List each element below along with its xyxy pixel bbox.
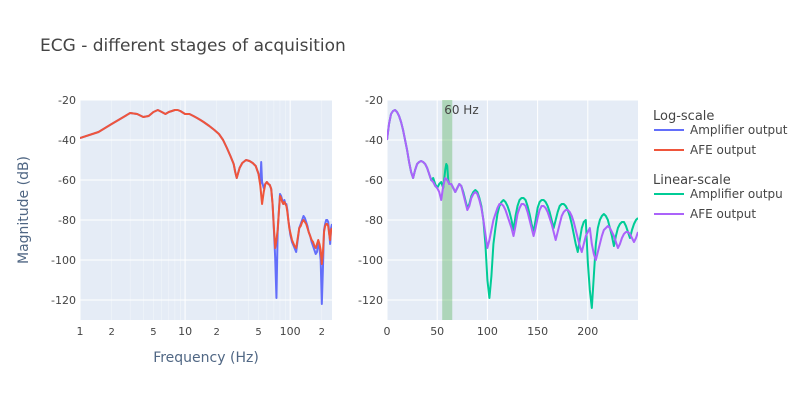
y-tick-label: -40 <box>58 134 76 147</box>
legend-group-title: Linear-scale <box>653 173 731 188</box>
subplot-log-scale: -20 -40 -60 -80 -100 -120 1 2 5 10 2 5 100 2 <box>51 94 332 338</box>
legend-label: AFE output <box>690 207 756 221</box>
y-tick-label: -60 <box>58 174 76 187</box>
x-tick-label: 2 <box>214 327 220 338</box>
linear-series-1 <box>387 109 638 261</box>
plot-area-right <box>387 100 638 320</box>
band-60hz <box>442 100 453 320</box>
legend-label: AFE output <box>690 143 756 157</box>
y-tick-label: -20 <box>58 94 76 107</box>
x-tick-label: 5 <box>150 327 156 338</box>
chart-title: ECG - different stages of acquisition <box>40 36 346 56</box>
x-tick-label: 1 <box>77 325 84 338</box>
x-tick-label: 100 <box>280 325 301 338</box>
y-tick-label: -80 <box>365 214 383 227</box>
grid-right <box>386 99 638 320</box>
x-ticks-right: 0 50 100 150 200 <box>384 325 599 338</box>
y-ticks-left: -20 -40 -60 -80 -100 -120 <box>51 94 76 307</box>
x-tick-label: 10 <box>178 325 192 338</box>
y-tick-label: -120 <box>358 294 383 307</box>
x-tick-label: 100 <box>477 325 498 338</box>
x-axis-title: Frequency (Hz) <box>153 350 259 366</box>
legend-item[interactable]: Amplifier output <box>654 123 788 137</box>
legend-group-title: Log-scale <box>653 109 714 124</box>
legend-item[interactable]: AFE output <box>654 207 756 221</box>
y-tick-label: -60 <box>365 174 383 187</box>
y-tick-label: -100 <box>51 254 76 267</box>
series-group-right <box>387 109 638 309</box>
annotation-60hz: 60 Hz <box>444 103 478 117</box>
x-tick-label: 2 <box>108 327 114 338</box>
subplot-linear-scale: -20 -40 -60 -80 -100 -120 0 50 100 150 200 60 Hz <box>358 94 638 338</box>
y-tick-label: -120 <box>51 294 76 307</box>
y-tick-label: -20 <box>365 94 383 107</box>
y-tick-label: -80 <box>58 214 76 227</box>
series-group-left <box>80 109 332 305</box>
legend-item[interactable]: Amplifier outpu <box>654 187 783 201</box>
x-tick-label: 200 <box>577 325 598 338</box>
x-tick-label: 50 <box>430 325 444 338</box>
x-tick-label: 5 <box>255 327 261 338</box>
x-tick-label: 2 <box>319 327 325 338</box>
y-ticks-right: -20 -40 -60 -80 -100 -120 <box>358 94 383 307</box>
plot-area-left <box>80 100 332 320</box>
legend-item[interactable]: AFE output <box>654 143 756 157</box>
legend-label: Amplifier outpu <box>690 187 783 201</box>
x-tick-label: 0 <box>384 325 391 338</box>
log-series-1 <box>80 109 332 265</box>
y-tick-label: -40 <box>365 134 383 147</box>
y-tick-label: -100 <box>358 254 383 267</box>
legend-label: Amplifier output <box>690 123 788 137</box>
x-ticks-left: 1 2 5 10 2 5 100 2 <box>77 325 326 338</box>
x-tick-label: 150 <box>527 325 548 338</box>
y-axis-title: Magnitude (dB) <box>16 156 32 264</box>
shaded-band-group <box>442 100 453 320</box>
